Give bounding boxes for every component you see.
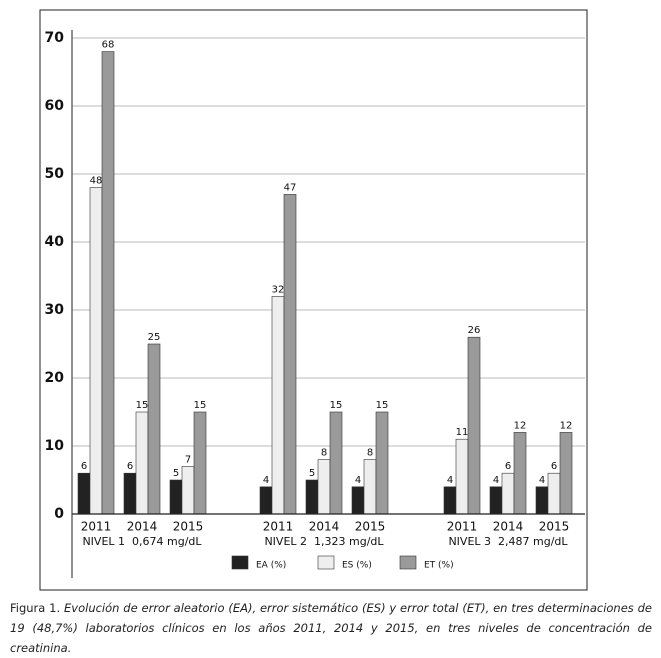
bar — [535, 486, 549, 515]
bar — [351, 486, 365, 515]
value-label: 4 — [355, 475, 361, 486]
value-label: 68 — [102, 40, 115, 51]
x-tick-label: 2015 — [539, 520, 570, 534]
x-tick-label: 2011 — [81, 520, 112, 534]
value-label: 12 — [514, 420, 527, 431]
value-label: 15 — [136, 400, 149, 411]
y-tick-label: 60 — [45, 98, 65, 114]
value-label: 11 — [456, 427, 469, 438]
group-label: NIVEL 3 2,487 mg/dL — [448, 535, 568, 548]
y-tick-label: 40 — [45, 234, 65, 250]
caption-label: Figura 1. — [10, 601, 61, 615]
value-label: 8 — [321, 448, 327, 459]
bar — [317, 459, 331, 515]
value-label: 8 — [367, 448, 373, 459]
x-tick-label: 2015 — [355, 520, 386, 534]
legend-swatch — [231, 555, 249, 570]
value-label: 4 — [539, 475, 545, 486]
legend-swatch — [399, 555, 417, 570]
chart: 0102030405060702011648682014615252015571… — [39, 9, 588, 591]
value-label: 15 — [330, 400, 343, 411]
x-tick-label: 2014 — [493, 520, 524, 534]
y-tick-label: 70 — [45, 30, 65, 46]
bar — [513, 432, 527, 515]
bar — [455, 438, 469, 515]
value-label: 15 — [376, 400, 389, 411]
bar — [169, 479, 183, 515]
bar — [489, 486, 503, 515]
bar — [77, 472, 91, 515]
bar — [193, 411, 207, 515]
y-tick-label: 30 — [45, 302, 65, 318]
value-label: 12 — [560, 420, 573, 431]
bar — [363, 459, 377, 515]
bar — [443, 486, 457, 515]
value-label: 6 — [81, 461, 87, 472]
y-tick-label: 50 — [45, 166, 65, 182]
bar — [123, 472, 137, 515]
value-label: 47 — [284, 182, 297, 193]
value-label: 48 — [90, 176, 103, 187]
bar — [547, 472, 561, 515]
group-label: NIVEL 2 1,323 mg/dL — [264, 535, 384, 548]
frame — [39, 9, 588, 591]
bar — [559, 432, 573, 515]
y-tick-label: 20 — [45, 370, 65, 386]
caption-text: Evolución de error aleatorio (EA), error… — [10, 601, 653, 655]
value-label: 15 — [194, 400, 207, 411]
x-tick-label: 2011 — [447, 520, 478, 534]
value-label: 6 — [505, 461, 511, 472]
y-tick-label: 10 — [45, 438, 65, 454]
bar — [467, 336, 481, 515]
bar — [283, 194, 297, 515]
bar — [375, 411, 389, 515]
caption: Figura 1. Evolución de error aleatorio (… — [10, 598, 652, 658]
bar — [501, 472, 515, 515]
legend-label: ET (%) — [424, 561, 454, 571]
x-tick-label: 2011 — [263, 520, 294, 534]
value-label: 5 — [173, 468, 179, 479]
legend-swatch — [317, 555, 335, 570]
bar — [305, 479, 319, 515]
bar — [147, 343, 161, 515]
value-label: 26 — [468, 325, 481, 336]
value-label: 25 — [148, 332, 161, 343]
y-tick-label: 0 — [54, 506, 64, 522]
x-tick-label: 2015 — [173, 520, 204, 534]
bar — [101, 51, 115, 515]
bar — [329, 411, 343, 515]
group-label: NIVEL 1 0,674 mg/dL — [82, 535, 202, 548]
x-tick-label: 2014 — [309, 520, 340, 534]
legend-label: ES (%) — [342, 561, 372, 571]
value-label: 7 — [185, 454, 191, 465]
legend-label: EA (%) — [256, 561, 286, 571]
value-label: 4 — [263, 475, 269, 486]
value-label: 32 — [272, 284, 285, 295]
value-label: 4 — [447, 475, 453, 486]
bar — [89, 187, 103, 515]
x-tick-label: 2014 — [127, 520, 158, 534]
value-label: 5 — [309, 468, 315, 479]
value-label: 4 — [493, 475, 499, 486]
bar — [259, 486, 273, 515]
bar — [181, 466, 195, 515]
value-label: 6 — [551, 461, 557, 472]
bar — [135, 411, 149, 515]
bar — [271, 296, 285, 515]
value-label: 6 — [127, 461, 133, 472]
